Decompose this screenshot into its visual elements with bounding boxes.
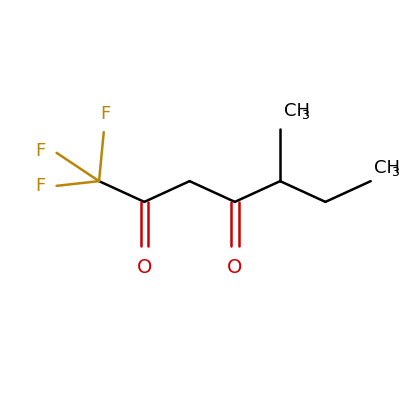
Text: F: F — [35, 142, 45, 160]
Text: O: O — [227, 258, 242, 276]
Text: 3: 3 — [392, 166, 399, 179]
Text: CH: CH — [284, 102, 310, 120]
Text: F: F — [100, 105, 111, 123]
Text: O: O — [137, 258, 152, 276]
Text: F: F — [35, 177, 45, 195]
Text: 3: 3 — [301, 109, 309, 122]
Text: CH: CH — [374, 159, 400, 177]
